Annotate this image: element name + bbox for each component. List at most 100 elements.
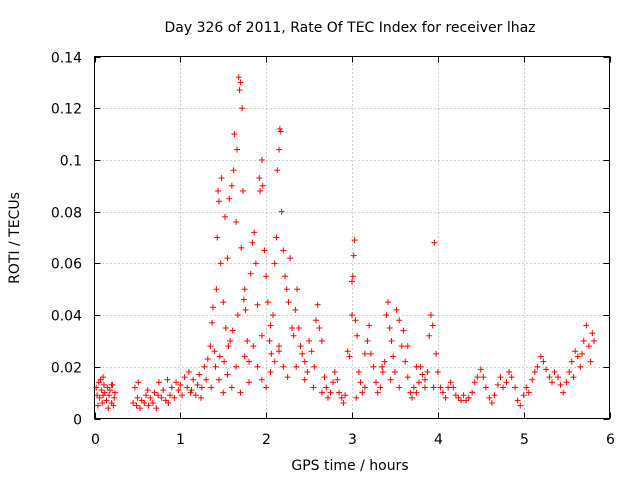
data-point (212, 363, 219, 370)
data-point (546, 374, 553, 381)
data-point (277, 128, 284, 135)
data-point (233, 363, 240, 370)
data-point (308, 348, 315, 355)
data-point (234, 312, 241, 319)
x-tick-label: 0 (91, 432, 100, 448)
data-point (290, 332, 297, 339)
data-point (276, 125, 283, 132)
data-point (153, 405, 160, 412)
data-point (192, 392, 199, 399)
data-point (208, 384, 215, 391)
data-point (213, 286, 220, 293)
data-point (198, 384, 205, 391)
data-point (334, 376, 341, 383)
y-tick-label: 0.14 (51, 51, 82, 67)
data-point (388, 337, 395, 344)
data-point (424, 368, 431, 375)
data-point (310, 384, 317, 391)
data-point (276, 348, 283, 355)
data-point (404, 343, 411, 350)
data-point (147, 394, 154, 401)
data-point (352, 317, 359, 324)
data-point (591, 337, 598, 344)
data-point (100, 374, 107, 381)
data-point (263, 384, 270, 391)
data-point (241, 353, 248, 360)
data-point (257, 187, 264, 194)
data-point (187, 389, 194, 396)
data-point (324, 394, 331, 401)
data-point (379, 363, 386, 370)
data-point (266, 337, 273, 344)
data-point (271, 260, 278, 267)
y-tick-label: 0.1 (60, 154, 82, 170)
data-point (100, 392, 107, 399)
data-point (523, 384, 530, 391)
x-tick-label: 2 (262, 432, 271, 448)
data-point (217, 260, 224, 267)
data-point (229, 327, 236, 334)
data-point (93, 384, 100, 391)
data-point (548, 379, 555, 386)
data-point (106, 387, 113, 394)
data-point (184, 384, 191, 391)
data-point (263, 273, 270, 280)
data-point (396, 317, 403, 324)
data-point (104, 384, 111, 391)
data-point (215, 376, 222, 383)
data-point (283, 286, 290, 293)
data-point (413, 363, 420, 370)
data-point (237, 389, 244, 396)
data-point (297, 343, 304, 350)
data-point (342, 392, 349, 399)
data-point (149, 399, 156, 406)
data-point (94, 392, 101, 399)
data-point (293, 363, 300, 370)
data-point (165, 399, 172, 406)
data-point (270, 312, 277, 319)
data-point (587, 358, 594, 365)
data-point (250, 343, 257, 350)
data-point (271, 358, 278, 365)
data-point (258, 332, 265, 339)
data-point (452, 392, 459, 399)
data-point (141, 399, 148, 406)
data-point (145, 402, 152, 409)
data-point (551, 368, 558, 375)
data-point (520, 392, 527, 399)
data-point (537, 353, 544, 360)
data-point (386, 325, 393, 331)
data-point (471, 379, 478, 386)
data-point (338, 394, 345, 401)
data-point (218, 175, 225, 182)
data-point (111, 394, 118, 401)
data-point (427, 312, 434, 319)
data-point (236, 87, 243, 94)
data-point (228, 384, 235, 391)
y-tick-label: 0 (73, 413, 82, 429)
data-point (294, 286, 301, 293)
data-point (577, 363, 584, 370)
data-point (531, 368, 538, 375)
data-point (181, 374, 188, 381)
data-point (306, 337, 313, 344)
y-tick-label: 0.12 (51, 102, 82, 118)
data-point (221, 213, 228, 220)
data-point (207, 343, 214, 350)
data-point (415, 379, 422, 386)
data-point (220, 389, 227, 396)
data-point (370, 363, 377, 370)
data-point (239, 187, 246, 194)
data-point (500, 384, 507, 391)
data-point (254, 301, 261, 308)
data-point (574, 353, 581, 360)
data-point (237, 79, 244, 86)
data-point (267, 368, 274, 375)
data-point (259, 182, 266, 189)
data-point (258, 376, 265, 383)
data-point (497, 374, 504, 381)
data-point (233, 146, 240, 153)
data-point (211, 348, 218, 355)
data-points (93, 74, 598, 412)
data-point (201, 363, 208, 370)
